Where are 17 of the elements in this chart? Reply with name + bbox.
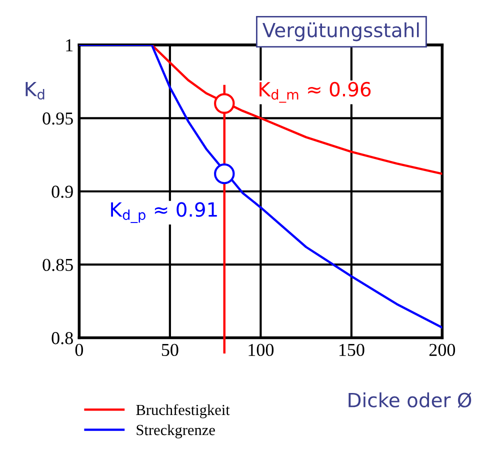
- x-tick-label: 50: [162, 344, 178, 356]
- y-tick-label: 0.8: [52, 332, 73, 344]
- y-tick-label: 0.95: [42, 112, 73, 125]
- chart-title: Vergütungsstahl: [262, 22, 419, 42]
- x-tick-label: 200: [429, 344, 456, 356]
- x-tick-label: 0: [75, 344, 84, 356]
- x-axis-title: Dicke oder Ø: [348, 392, 472, 408]
- legend-label: Bruchfestigkeit: [136, 404, 230, 418]
- annotation: K$_{d_m}$ ≈ 0.96: [260, 82, 371, 103]
- legend-label: Streckgrenze: [136, 424, 215, 438]
- annotation: K$_{d_p}$ ≈ 0.91: [111, 202, 217, 224]
- y-tick-label: 0.85: [42, 258, 73, 272]
- x-tick-label: 100: [248, 344, 274, 356]
- y-axis-title: K$_{d}$: [26, 82, 44, 100]
- y-tick-label: 0.9: [52, 186, 73, 198]
- x-tick-label: 150: [339, 344, 364, 356]
- y-tick-label: 1: [66, 39, 73, 52]
